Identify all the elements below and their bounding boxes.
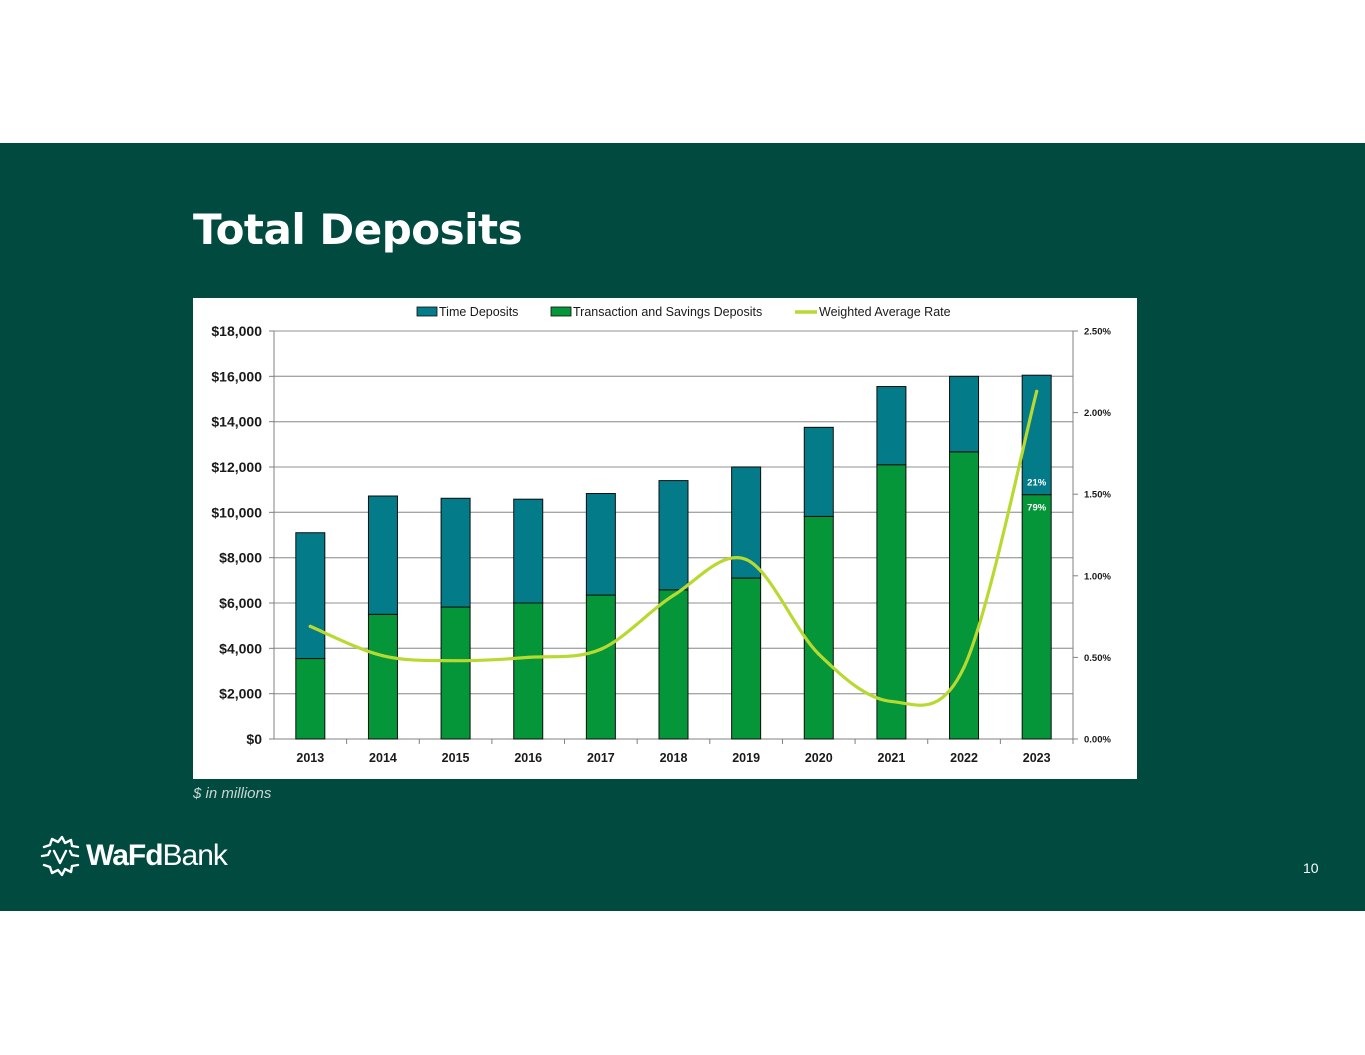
rate-point-2017 — [599, 647, 603, 651]
deposits-chart: $0 $2,000 $4,000 $6,000 $8,000 $10,000 $12,000… — [211, 305, 1111, 765]
x-tick-label: 2015 — [442, 751, 470, 765]
rate-point-2015 — [453, 659, 458, 663]
x-tick-label: 2019 — [732, 751, 760, 765]
bar-time-deposits-2014 — [367, 495, 398, 615]
bar-transaction-savings-2015 — [440, 606, 471, 740]
y-left-tick-label: $16,000 — [211, 368, 262, 384]
x-tick-label: 2017 — [587, 751, 615, 765]
annotation-label: 79% — [1027, 503, 1047, 514]
logo-regular-text: Bank — [162, 839, 228, 872]
legend-swatch — [416, 306, 438, 317]
bar-transaction-savings-2017 — [585, 594, 616, 740]
y-left-tick-label: $18,000 — [211, 323, 262, 339]
legend-label: Time Deposits — [439, 305, 518, 319]
x-tick-label: 2018 — [660, 751, 688, 765]
y-right-tick-label: 1.00% — [1084, 571, 1111, 582]
rate-point-2019 — [744, 557, 748, 562]
wafd-logo-mark-icon — [40, 835, 80, 877]
logo-wordmark: WaFdBank — [86, 839, 228, 873]
y-right-tick-label: 2.50% — [1084, 327, 1111, 338]
rate-point-2020 — [817, 652, 821, 656]
wafd-logo: WaFdBank — [38, 833, 228, 879]
legend-swatch — [550, 306, 572, 317]
y-left-tick-label: $14,000 — [211, 414, 262, 430]
page-number: 10 — [1303, 860, 1319, 876]
bar-time-deposits-2018 — [658, 480, 689, 591]
y-right-tick-label: 1.50% — [1084, 490, 1111, 501]
y-right-tick-label: 2.00% — [1084, 408, 1111, 419]
page-title: Total Deposits — [193, 205, 523, 254]
annotation-label: 21% — [1027, 478, 1047, 489]
x-tick-label: 2016 — [514, 751, 542, 765]
x-tick-label: 2022 — [950, 751, 978, 765]
rate-point-2014 — [381, 654, 385, 658]
bar-transaction-savings-2018 — [658, 589, 689, 740]
y-left-tick-label: $10,000 — [211, 504, 262, 520]
x-tick-label: 2013 — [296, 751, 324, 765]
bar-transaction-savings-2014 — [367, 613, 398, 740]
bar-time-deposits-2013 — [295, 532, 326, 660]
y-left-tick-label: $8,000 — [219, 550, 262, 566]
y-left-tick-label: $6,000 — [219, 595, 262, 611]
bar-time-deposits-2015 — [440, 497, 471, 608]
rate-point-2013 — [308, 624, 312, 628]
bar-transaction-savings-2021 — [876, 464, 907, 740]
bar-transaction-savings-2016 — [513, 602, 544, 740]
bar-transaction-savings-2019 — [731, 577, 762, 740]
rate-point-2018 — [671, 593, 676, 597]
chart-container: $0 $2,000 $4,000 $6,000 $8,000 $10,000 $12,000… — [193, 298, 1137, 779]
logo-bold-text: WaFd — [86, 839, 164, 872]
x-tick-label: 2014 — [369, 751, 397, 765]
legend-label: Weighted Average Rate — [819, 305, 951, 319]
legend-label: Transaction and Savings Deposits — [573, 305, 762, 319]
x-tick-label: 2023 — [1023, 751, 1051, 765]
bar-transaction-savings-2020 — [803, 515, 834, 740]
y-right-tick-label: 0.00% — [1084, 735, 1111, 746]
bar-transaction-savings-2022 — [949, 451, 980, 740]
y-right-tick-label: 0.50% — [1084, 653, 1111, 664]
bar-transaction-savings-2013 — [295, 658, 326, 740]
bar-time-deposits-2020 — [803, 426, 834, 517]
bar-time-deposits-2022 — [949, 375, 980, 453]
bar-time-deposits-2021 — [876, 386, 907, 466]
y-left-tick-label: $2,000 — [219, 686, 262, 702]
rate-point-2023 — [1035, 389, 1039, 393]
bar-time-deposits-2019 — [731, 466, 762, 579]
rate-point-2021 — [889, 699, 894, 704]
rate-point-2022 — [962, 665, 966, 669]
y-left-tick-label: $0 — [246, 731, 262, 747]
slide: Total Deposits $0 $2,000 $4,000 $6,000 $8,00… — [0, 143, 1365, 911]
bar-time-deposits-2016 — [513, 498, 544, 604]
units-footnote: $ in millions — [193, 785, 272, 802]
rate-point-2016 — [526, 655, 530, 659]
y-left-tick-label: $12,000 — [211, 459, 262, 475]
x-tick-label: 2021 — [878, 751, 906, 765]
bar-transaction-savings-2023 — [1021, 494, 1052, 740]
y-left-tick-label: $4,000 — [219, 640, 262, 656]
bar-time-deposits-2017 — [585, 493, 616, 596]
x-tick-label: 2020 — [805, 751, 833, 765]
